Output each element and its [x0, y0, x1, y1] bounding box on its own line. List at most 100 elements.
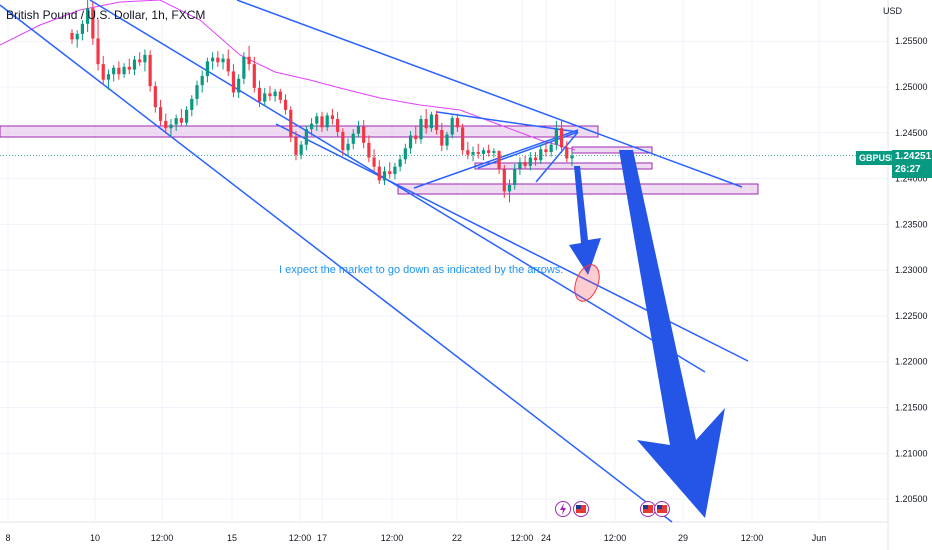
candle-body: [356, 126, 361, 134]
candle-body: [252, 64, 256, 88]
candle-body: [393, 166, 397, 174]
candle-body: [174, 118, 178, 125]
candle-body: [211, 57, 215, 62]
flag-canton: [657, 505, 662, 509]
time-tick-label: 15: [227, 533, 237, 543]
candle-body: [382, 171, 387, 181]
price-tick-label: 1.22500: [895, 311, 928, 321]
candle-body: [237, 78, 241, 93]
price-tick-label: 1.25000: [895, 82, 928, 92]
candle-body: [533, 157, 538, 161]
price-tick-label: 1.20500: [895, 494, 928, 504]
zone-rect: [571, 146, 653, 154]
candle-body: [528, 157, 532, 166]
candle-body: [75, 33, 79, 40]
candle-body: [242, 56, 246, 79]
candle-body: [268, 93, 272, 97]
candle-body: [346, 143, 350, 151]
candle-body: [445, 134, 449, 146]
time-tick-label: 8: [5, 533, 10, 543]
candle-body: [96, 38, 100, 65]
price-tick-label: 1.24500: [895, 128, 928, 138]
time-tick-label: 12:00: [511, 533, 534, 543]
trend-line: [413, 129, 579, 189]
candle-body: [377, 166, 381, 181]
candle-body: [112, 67, 116, 75]
candle-body: [190, 98, 194, 110]
candle-body: [336, 119, 340, 132]
annotation-text[interactable]: I expect the market to go down as indica…: [279, 264, 564, 276]
candle-body: [278, 91, 282, 100]
candle-body: [132, 59, 137, 70]
candle-body: [455, 118, 460, 128]
candle-body: [351, 133, 355, 144]
candle-body: [294, 137, 298, 155]
candle-body: [330, 115, 335, 120]
candle-body: [549, 144, 553, 153]
time-tick-label: 24: [541, 533, 551, 543]
price-tick-label: 1.22000: [895, 357, 928, 367]
candle-body: [492, 151, 496, 153]
symbol-tag: GBPUSD: [856, 151, 901, 165]
candle-body: [138, 59, 142, 63]
candle-body: [450, 118, 454, 135]
time-tick-label: Jun: [812, 533, 827, 543]
time-tick-label: 12:00: [381, 533, 404, 543]
candle-body: [304, 129, 308, 145]
candle-body: [554, 128, 558, 145]
price-tick-label: 1.21500: [895, 403, 928, 413]
lightning-icon: [560, 503, 566, 515]
down-arrow-large: [619, 150, 725, 518]
candle-body: [315, 116, 319, 124]
candle-body: [231, 71, 236, 93]
candle-body: [226, 58, 230, 72]
candle-body: [263, 93, 267, 102]
price-tick-label: 1.23000: [895, 265, 928, 275]
candle-body: [148, 54, 152, 87]
candle-body: [122, 66, 126, 75]
trend-line: [89, 0, 706, 373]
candle-body: [372, 157, 376, 167]
candle-body: [205, 61, 210, 77]
candle-body: [91, 8, 95, 39]
bar-countdown: 26:27: [895, 164, 921, 175]
candle-body: [440, 130, 444, 146]
price-tick-label: 1.21000: [895, 448, 928, 458]
candle-body: [518, 162, 522, 169]
trend-line: [236, 0, 743, 188]
trend-line: [535, 131, 579, 183]
candle-body: [434, 114, 439, 131]
candle-body: [466, 150, 470, 155]
target-ellipse: [574, 264, 600, 302]
candle-body: [362, 126, 366, 143]
candle-body: [487, 150, 491, 153]
price-axis-currency: USD: [882, 6, 902, 16]
candle-body: [403, 148, 407, 160]
candle-body: [221, 58, 225, 63]
candle-body: [117, 67, 121, 75]
time-tick-label: 12:00: [741, 533, 764, 543]
candle-body: [481, 150, 486, 154]
candle-body: [289, 109, 293, 138]
price-tick-label: 1.25500: [895, 36, 928, 46]
candle-body: [429, 114, 433, 129]
candle-body: [414, 135, 418, 140]
candle-body: [325, 115, 329, 128]
last-price-value: 1.24251: [895, 151, 932, 162]
candle-body: [158, 107, 163, 121]
candle-body: [471, 152, 475, 155]
time-tick-label: 17: [317, 533, 327, 543]
candle-body: [523, 162, 527, 166]
last-price-tag: 1.24251 26:27: [892, 150, 932, 178]
price-tick-label: 1.23500: [895, 219, 928, 229]
candle-body: [497, 151, 501, 170]
candle-body: [367, 142, 371, 158]
candle-body: [570, 155, 574, 159]
candle-body: [341, 131, 345, 151]
candle-body: [513, 168, 517, 185]
price-tick-label: 1.24000: [895, 174, 928, 184]
candle-body: [398, 159, 402, 167]
candle-body: [101, 64, 105, 80]
